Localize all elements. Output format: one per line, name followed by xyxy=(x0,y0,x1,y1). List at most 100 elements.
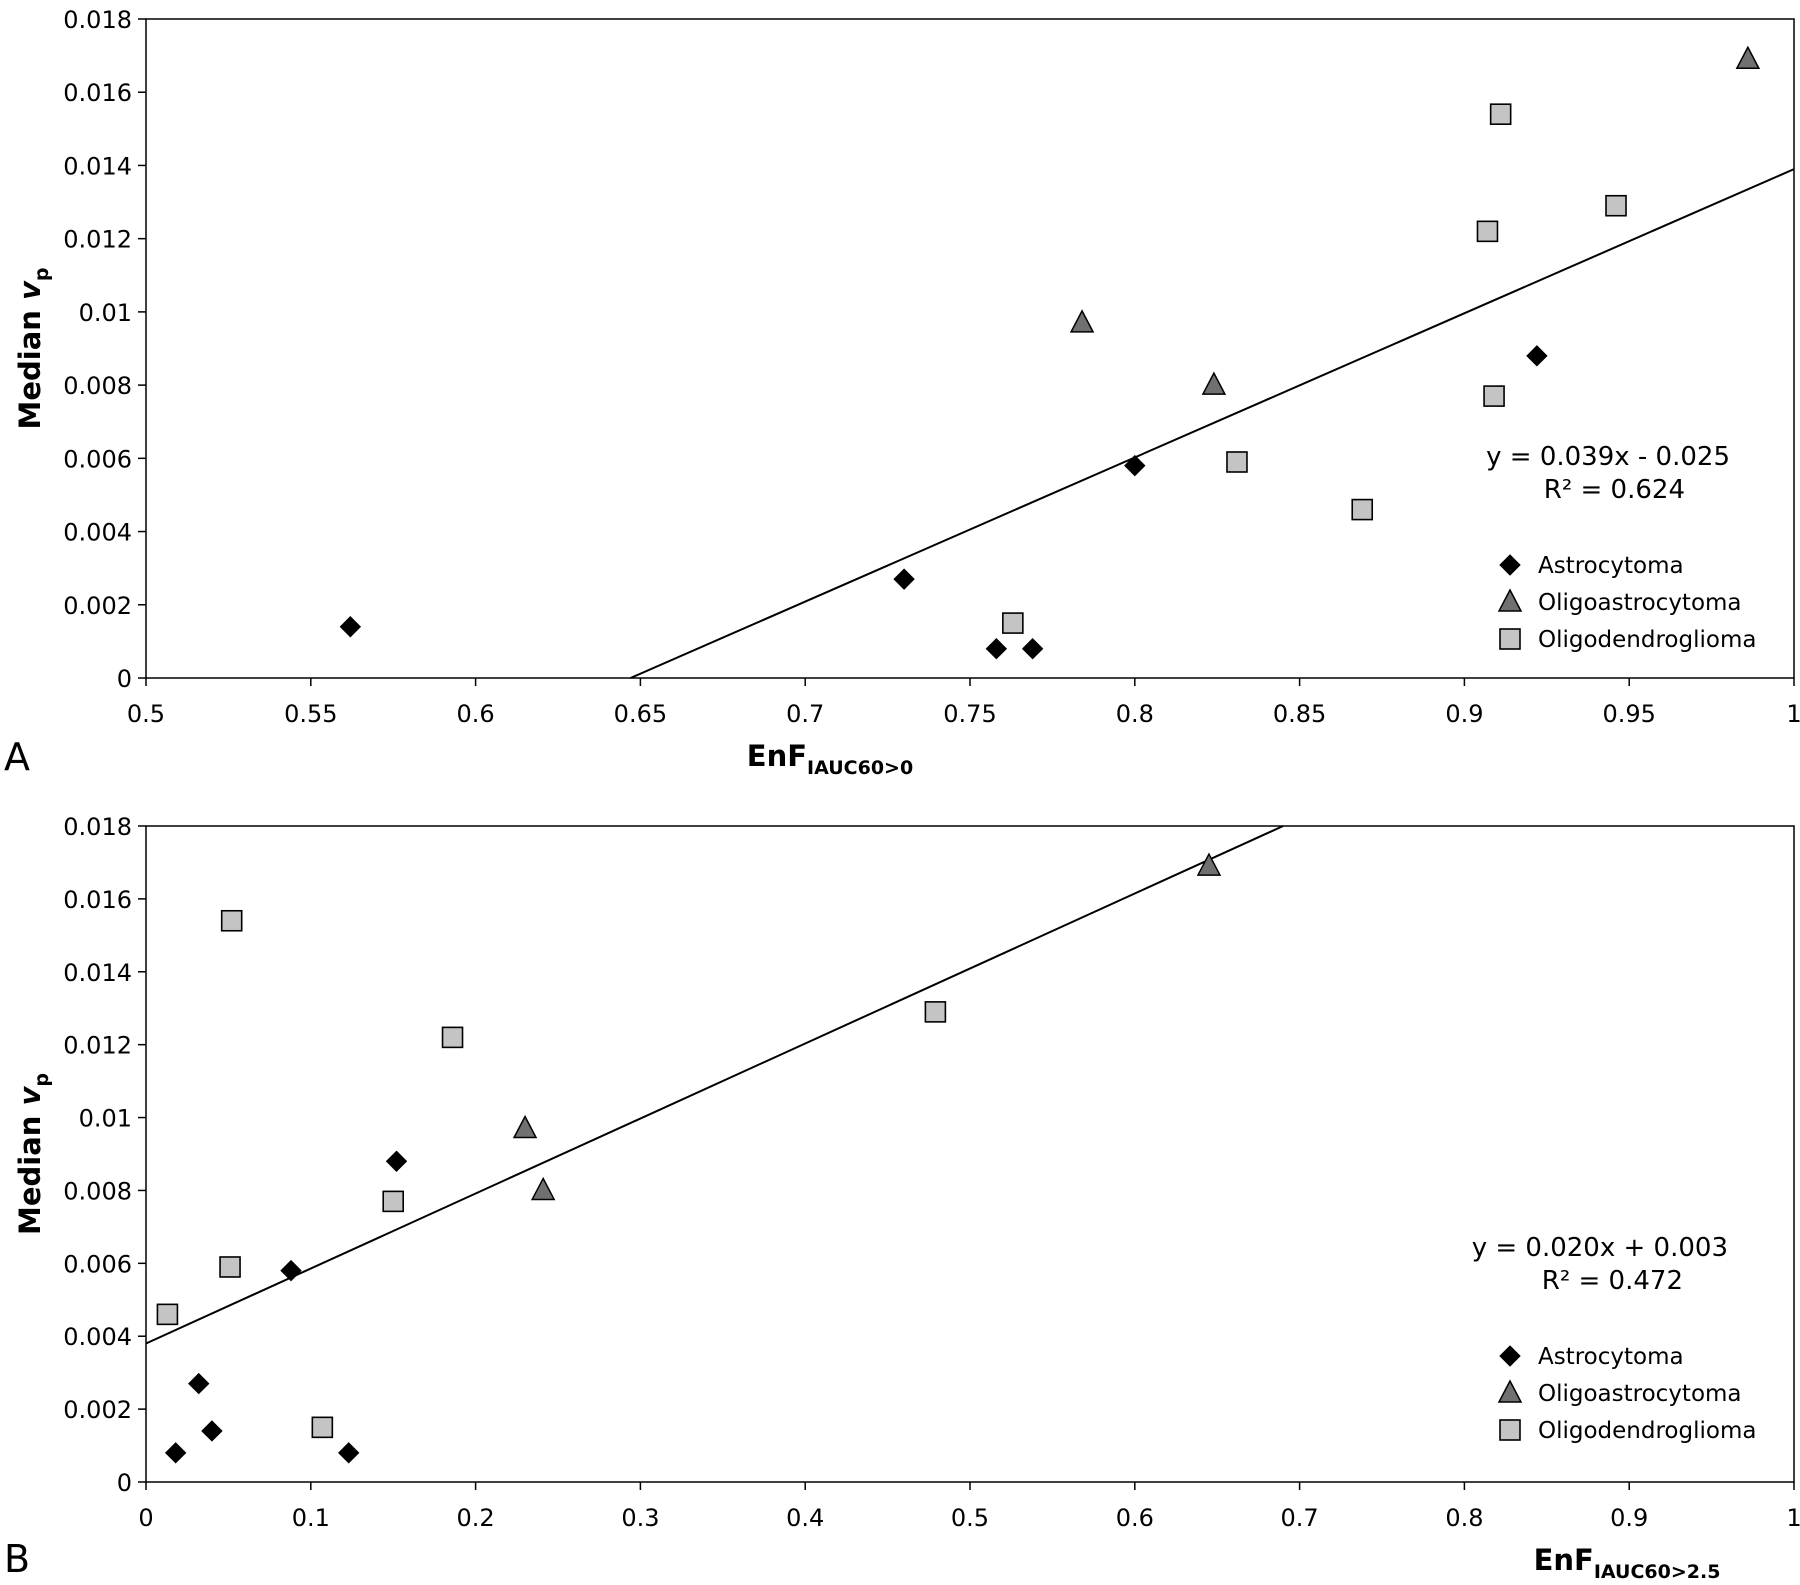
y-tick-label-a: 0 xyxy=(117,665,132,693)
x-tick-label-a: 0.8 xyxy=(1116,700,1154,728)
trendline-b xyxy=(145,825,1284,1345)
x-axis-title-subscript-b: IAUC60>2.5 xyxy=(1594,1561,1721,1583)
y-tick-label-a: 0.004 xyxy=(63,519,132,547)
oligodendroglioma-point-b xyxy=(311,1416,334,1439)
x-tick-label-a: 0.9 xyxy=(1445,700,1483,728)
x-tick-label-b: 0.1 xyxy=(292,1504,330,1532)
x-tick-label-b: 0.7 xyxy=(1281,1504,1319,1532)
astrocytoma-point-b xyxy=(280,1259,302,1282)
plot-frame-a xyxy=(145,18,1795,679)
y-axis-title-variable-b: v xyxy=(13,1085,47,1105)
y-tick-label-b: 0.008 xyxy=(63,1177,132,1205)
astrocytoma-point-b xyxy=(164,1442,187,1464)
x-tick-label-a: 1 xyxy=(1786,700,1800,728)
y-tick-label-a: 0.014 xyxy=(63,152,132,180)
oligoastrocytoma-point-b xyxy=(512,1114,538,1139)
y-tick-label-a: 0.006 xyxy=(63,445,132,473)
legend-marker-oligodendroglioma-a xyxy=(1499,628,1521,650)
x-tick-label-b: 0.6 xyxy=(1116,1504,1154,1532)
legend-label-oligoastrocytoma-a: Oligoastrocytoma xyxy=(1538,590,1742,616)
x-tick-label-a: 0.75 xyxy=(943,700,996,728)
oligodendroglioma-point-a xyxy=(1351,498,1374,521)
x-tick-label-a: 0.65 xyxy=(614,700,667,728)
panel-a-scatter-chart: 0 0.002 0.004 0.006 0.008 0.01 0.012 0.014 0.016… xyxy=(13,6,1800,779)
x-axis-title-a: EnFIAUC60>0 xyxy=(747,739,913,779)
x-tick-label-b: 0.3 xyxy=(621,1504,659,1532)
x-tick-label-b: 0 xyxy=(138,1504,153,1532)
y-tick-label-a: 0.012 xyxy=(63,226,132,254)
x-tick-label-a: 0.7 xyxy=(786,700,824,728)
x-tick-label-b: 0.9 xyxy=(1610,1504,1648,1532)
regression-equation-a: y = 0.039x - 0.025 xyxy=(1486,442,1730,472)
r-squared-label-b: R² = 0.472 xyxy=(1542,1266,1683,1296)
astrocytoma-point-a xyxy=(1526,345,1548,367)
oligodendroglioma-point-a xyxy=(1002,612,1024,634)
astrocytoma-point-b xyxy=(201,1420,223,1442)
astrocytoma-point-a xyxy=(1124,454,1146,477)
astrocytoma-point-a xyxy=(893,568,915,590)
legend-label-oligoastrocytoma-b: Oligoastrocytoma xyxy=(1538,1381,1742,1407)
oligoastrocytoma-point-a xyxy=(1069,309,1095,333)
y-tick-label-b: 0.01 xyxy=(79,1105,132,1133)
legend-marker-oligodendroglioma-b xyxy=(1499,1419,1521,1441)
panel-label-b: B xyxy=(4,1537,30,1581)
y-tick-label-b: 0.002 xyxy=(63,1396,132,1424)
oligodendroglioma-point-a xyxy=(1605,194,1627,217)
oligodendroglioma-point-b xyxy=(441,1026,464,1049)
x-tick-label-b: 0.4 xyxy=(786,1504,824,1532)
oligodendroglioma-point-b xyxy=(156,1303,179,1326)
oligoastrocytoma-point-a xyxy=(1201,371,1227,395)
y-tick-label-a: 0.01 xyxy=(79,299,132,327)
oligodendroglioma-point-b xyxy=(382,1190,405,1213)
oligoastrocytoma-point-b xyxy=(1196,852,1222,876)
trendline-a xyxy=(630,168,1795,679)
y-axis-title-subscript-b: p xyxy=(31,1073,53,1087)
panel-label-a: A xyxy=(4,735,30,779)
x-tick-label-a: 0.95 xyxy=(1602,700,1655,728)
y-tick-label-b: 0.018 xyxy=(63,813,132,841)
x-tick-label-a: 0.85 xyxy=(1273,700,1326,728)
x-tick-label-b: 0.5 xyxy=(951,1504,989,1532)
legend-marker-astrocytoma-a xyxy=(1499,554,1521,576)
x-tick-label-a: 0.6 xyxy=(457,700,495,728)
oligodendroglioma-point-a xyxy=(1476,220,1499,243)
y-tick-label-a: 0.002 xyxy=(63,592,132,620)
oligodendroglioma-point-b xyxy=(220,909,243,932)
y-tick-label-a: 0.016 xyxy=(63,79,132,107)
legend-label-astrocytoma-b: Astrocytoma xyxy=(1538,1344,1684,1370)
x-tick-label-b: 0.8 xyxy=(1445,1504,1483,1532)
y-tick-label-a: 0.008 xyxy=(63,372,132,400)
legend-label-astrocytoma-a: Astrocytoma xyxy=(1538,553,1684,579)
y-tick-label-b: 0.006 xyxy=(63,1250,132,1278)
y-tick-label-b: 0 xyxy=(117,1469,132,1497)
r-squared-label-a: R² = 0.624 xyxy=(1544,475,1685,505)
legend-marker-oligoastrocytoma-a xyxy=(1497,588,1523,612)
legend-marker-oligoastrocytoma-b xyxy=(1497,1379,1523,1403)
y-axis-title-subscript-a: p xyxy=(31,267,53,281)
y-axis-title-b: Median vp xyxy=(13,1073,53,1235)
astrocytoma-point-a xyxy=(985,638,1008,660)
panel-b-scatter-chart: 0 0.002 0.004 0.006 0.008 0.01 0.012 0.014 0.016… xyxy=(13,813,1800,1583)
y-tick-label-b: 0.014 xyxy=(63,959,132,987)
legend-label-oligodendroglioma-a: Oligodendroglioma xyxy=(1538,627,1756,653)
oligodendroglioma-point-a xyxy=(1489,103,1512,125)
astrocytoma-point-b xyxy=(337,1442,360,1464)
y-tick-label-b: 0.012 xyxy=(63,1032,132,1060)
astrocytoma-point-a xyxy=(1021,638,1044,660)
y-axis-title-a: Median vp xyxy=(13,267,53,429)
x-tick-label-a: 0.5 xyxy=(127,700,165,728)
oligoastrocytoma-point-a xyxy=(1735,45,1761,70)
regression-equation-b: y = 0.020x + 0.003 xyxy=(1472,1233,1728,1263)
x-tick-label-b: 1 xyxy=(1786,1504,1800,1532)
y-tick-label-b: 0.016 xyxy=(63,886,132,914)
x-tick-label-a: 0.55 xyxy=(284,700,337,728)
oligoastrocytoma-point-b xyxy=(530,1176,556,1201)
legend-label-oligodendroglioma-b: Oligodendroglioma xyxy=(1538,1418,1756,1444)
oligodendroglioma-point-a xyxy=(1483,385,1505,407)
oligodendroglioma-point-b xyxy=(924,1001,947,1023)
y-tick-label-b: 0.004 xyxy=(63,1323,132,1351)
astrocytoma-point-b xyxy=(385,1150,408,1172)
x-axis-title-subscript-a: IAUC60>0 xyxy=(807,757,913,779)
oligodendroglioma-point-b xyxy=(219,1256,241,1278)
